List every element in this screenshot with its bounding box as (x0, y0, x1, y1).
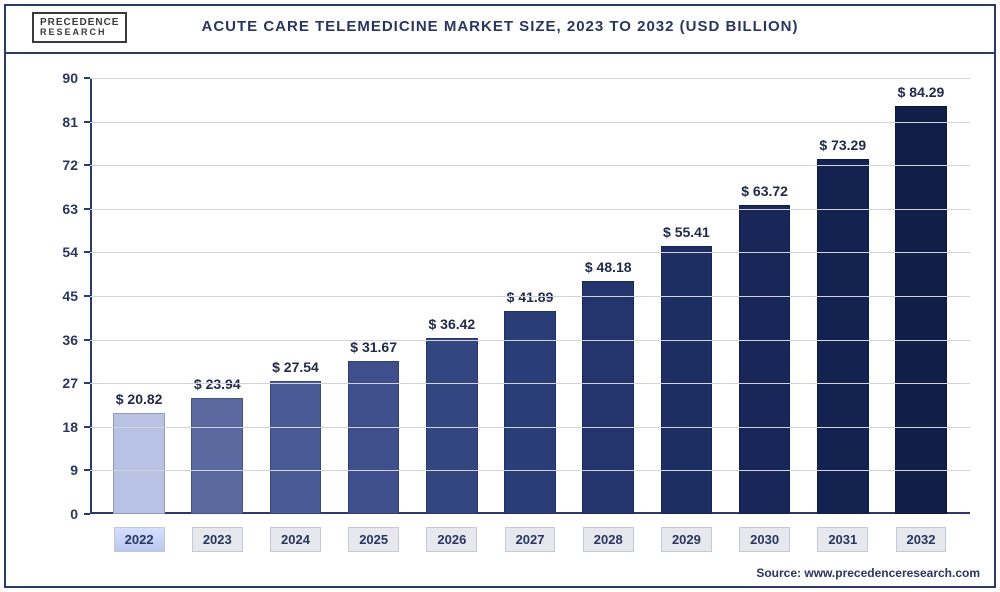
x-label-slot: 2031 (804, 527, 882, 552)
chart-title: ACUTE CARE TELEMEDICINE MARKET SIZE, 202… (0, 18, 1000, 35)
grid-line (90, 470, 970, 471)
x-axis-category-label: 2025 (348, 527, 399, 552)
y-tick-mark (84, 426, 90, 428)
x-label-slot: 2028 (569, 527, 647, 552)
y-tick-mark (84, 339, 90, 341)
bar (426, 338, 478, 514)
x-axis-category-label: 2027 (505, 527, 556, 552)
x-axis-category-label: 2026 (426, 527, 477, 552)
y-tick-mark (84, 469, 90, 471)
grid-line (90, 165, 970, 166)
x-label-slot: 2023 (178, 527, 256, 552)
bar-value-label: $ 55.41 (663, 224, 710, 240)
bar-value-label: $ 63.72 (741, 183, 788, 199)
grid-line (90, 340, 970, 341)
y-tick-mark (84, 208, 90, 210)
grid-line (90, 209, 970, 210)
y-tick-mark (84, 121, 90, 123)
bar (191, 398, 243, 514)
bar-value-label: $ 73.29 (819, 137, 866, 153)
grid-line (90, 122, 970, 123)
x-axis-category-label: 2030 (739, 527, 790, 552)
x-axis-category-label: 2023 (192, 527, 243, 552)
bar-value-label: $ 31.67 (350, 339, 397, 355)
x-axis-category-label: 2029 (661, 527, 712, 552)
x-axis-category-label: 2032 (896, 527, 947, 552)
bar (817, 159, 869, 514)
x-label-slot: 2029 (647, 527, 725, 552)
bar (895, 106, 947, 514)
x-label-slot: 2026 (413, 527, 491, 552)
y-tick-mark (84, 382, 90, 384)
bar-value-label: $ 84.29 (898, 84, 945, 100)
x-axis-category-label: 2022 (114, 527, 165, 552)
bar-value-label: $ 27.54 (272, 359, 319, 375)
x-label-slot: 2022 (100, 527, 178, 552)
y-tick-mark (84, 295, 90, 297)
bar (270, 381, 322, 514)
x-label-slot: 2025 (335, 527, 413, 552)
bar-value-label: $ 20.82 (116, 391, 163, 407)
grid-line (90, 427, 970, 428)
x-axis-category-label: 2024 (270, 527, 321, 552)
bar (582, 281, 634, 514)
x-label-slot: 2027 (491, 527, 569, 552)
bar (661, 246, 713, 514)
source-attribution: Source: www.precedenceresearch.com (756, 566, 980, 580)
bar (504, 311, 556, 514)
y-tick-mark (84, 77, 90, 79)
y-tick-mark (84, 513, 90, 515)
x-axis-category-label: 2031 (817, 527, 868, 552)
title-divider (6, 52, 994, 54)
chart-plot-area: $ 20.82$ 23.94$ 27.54$ 31.67$ 36.42$ 41.… (90, 78, 970, 514)
grid-line (90, 78, 970, 79)
bar (113, 413, 165, 514)
bar-value-label: $ 41.89 (507, 289, 554, 305)
x-axis-labels: 2022 2023 2024 2025 2026 2027 2028 2029 2030 2031… (90, 527, 970, 552)
x-label-slot: 2032 (882, 527, 960, 552)
grid-line (90, 252, 970, 253)
x-axis-category-label: 2028 (583, 527, 634, 552)
y-tick-mark (84, 164, 90, 166)
grid-line (90, 383, 970, 384)
bar-value-label: $ 36.42 (428, 316, 475, 332)
x-label-slot: 2024 (256, 527, 334, 552)
bar-value-label: $ 48.18 (585, 259, 632, 275)
x-label-slot: 2030 (726, 527, 804, 552)
y-tick-mark (84, 251, 90, 253)
grid-line (90, 296, 970, 297)
